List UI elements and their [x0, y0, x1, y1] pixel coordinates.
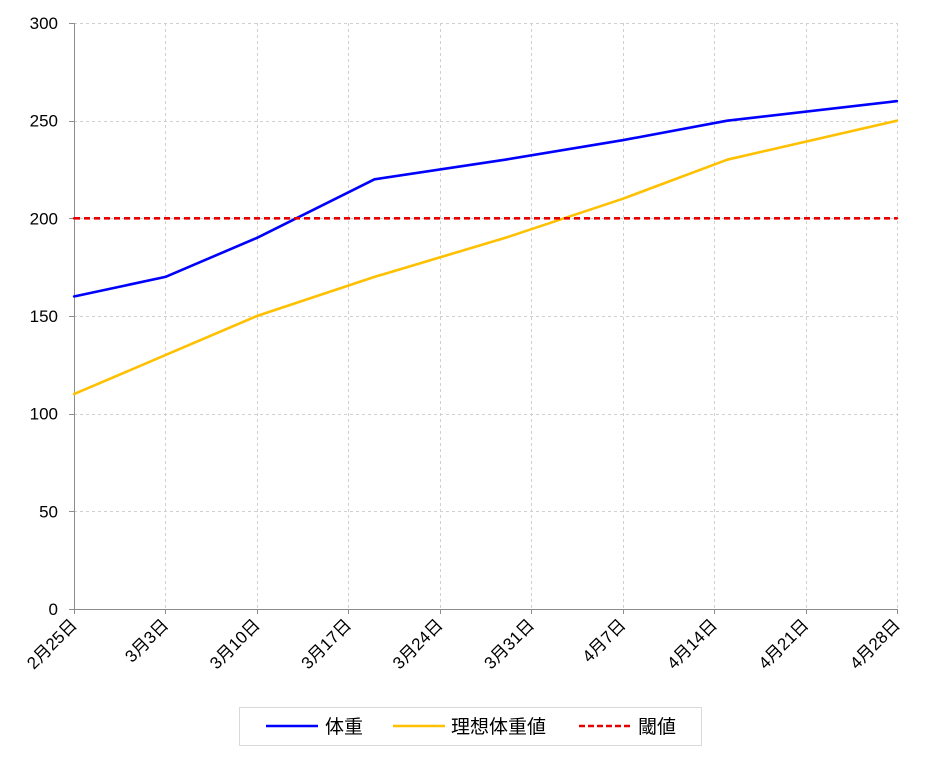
legend: 体重 理想体重値 閾値 [239, 707, 702, 746]
axes [69, 23, 898, 614]
y-tick-label: 300 [30, 14, 58, 33]
data-point [255, 236, 259, 240]
data-point [621, 197, 624, 200]
y-tick-label: 200 [30, 209, 58, 228]
data-point [164, 353, 167, 357]
y-axis-tick-labels: 0 50 100 150 200 250 300 [30, 14, 58, 619]
data-point [164, 275, 167, 279]
data-point [72, 392, 76, 396]
data-point [72, 295, 76, 298]
series-line-2 [73, 119, 898, 396]
data-point [621, 139, 624, 142]
legend-label-ideal-weight: 理想体重値 [451, 716, 546, 738]
y-tick-label: 0 [49, 600, 58, 619]
y-tick-label: 100 [30, 405, 58, 424]
legend-label-weight: 体重 [325, 716, 363, 738]
data-point [725, 119, 729, 122]
legend-label-threshold: 閾値 [638, 716, 676, 738]
data-point [895, 119, 899, 122]
data-point [725, 158, 729, 161]
plot-series [72, 99, 899, 396]
data-point [895, 99, 899, 103]
y-tick-label: 150 [30, 307, 58, 326]
data-point [373, 178, 376, 181]
data-point [503, 236, 507, 240]
data-point [373, 275, 376, 279]
data-point [72, 217, 76, 220]
data-point [895, 217, 899, 220]
y-tick-label: 250 [30, 112, 58, 131]
data-point [503, 158, 507, 161]
y-tick-label: 50 [39, 502, 58, 521]
data-point [255, 314, 259, 318]
series-line-1 [73, 99, 898, 298]
